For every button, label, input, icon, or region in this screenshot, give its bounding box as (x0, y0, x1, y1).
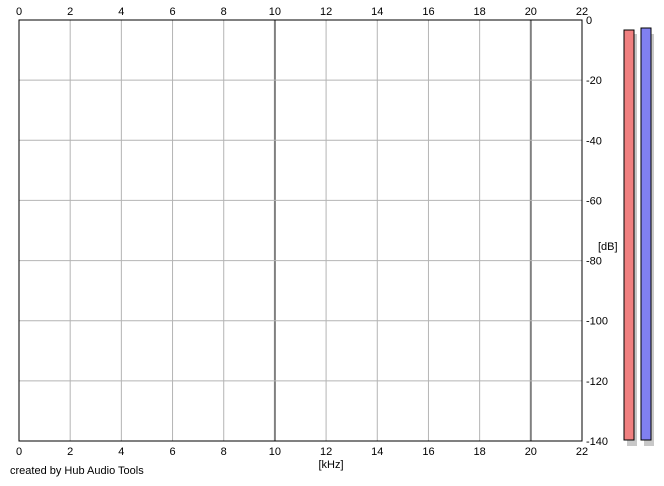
x-tick-labels-bottom: 0 2 4 6 8 10 12 14 16 18 20 22 (16, 446, 588, 458)
x-tick-top-16: 16 (422, 6, 434, 18)
grid-lines (18, 19, 583, 442)
x-tick-bottom-16: 16 (422, 446, 434, 458)
x-tick-top-4: 4 (118, 6, 124, 18)
level-meters (623, 27, 654, 446)
x-tick-top-8: 8 (221, 6, 227, 18)
y-tick-m60: -60 (586, 195, 602, 207)
y-tick-m20: -20 (586, 75, 602, 87)
x-tick-top-20: 20 (525, 6, 537, 18)
plot-frame (18, 19, 583, 442)
x-tick-labels-top: 0 2 4 6 8 10 12 14 16 18 20 22 (16, 6, 588, 18)
x-tick-bottom-6: 6 (169, 446, 175, 458)
y-axis-label: [dB] (598, 241, 618, 253)
x-tick-bottom-20: 20 (525, 446, 537, 458)
x-tick-top-0: 0 (16, 6, 22, 18)
x-tick-top-10: 10 (269, 6, 281, 18)
plot-border (18, 19, 583, 442)
credit-text: created by Hub Audio Tools (10, 465, 144, 477)
y-tick-m100: -100 (586, 316, 608, 328)
y-tick-m120: -120 (586, 376, 608, 388)
x-tick-bottom-14: 14 (371, 446, 383, 458)
x-axis-label: [kHz] (318, 459, 343, 471)
x-tick-bottom-2: 2 (67, 446, 73, 458)
x-tick-top-14: 14 (371, 6, 383, 18)
x-tick-bottom-22: 22 (576, 446, 588, 458)
y-tick-m140: -140 (586, 436, 608, 448)
x-tick-top-2: 2 (67, 6, 73, 18)
x-tick-top-12: 12 (320, 6, 332, 18)
x-tick-bottom-0: 0 (16, 446, 22, 458)
y-tick-labels: 0 -20 -40 -60 -80 -100 -120 -140 (586, 15, 608, 448)
meter-left-bar (623, 29, 635, 441)
y-tick-m80: -80 (586, 256, 602, 268)
meter-right-bar (640, 27, 652, 441)
x-tick-bottom-8: 8 (221, 446, 227, 458)
x-tick-bottom-12: 12 (320, 446, 332, 458)
x-tick-bottom-10: 10 (269, 446, 281, 458)
x-tick-top-6: 6 (169, 6, 175, 18)
x-tick-top-22: 22 (576, 6, 588, 18)
x-tick-bottom-4: 4 (118, 446, 124, 458)
y-tick-m40: -40 (586, 135, 602, 147)
y-tick-0: 0 (586, 15, 592, 27)
x-tick-bottom-18: 18 (474, 446, 486, 458)
x-tick-top-18: 18 (474, 6, 486, 18)
